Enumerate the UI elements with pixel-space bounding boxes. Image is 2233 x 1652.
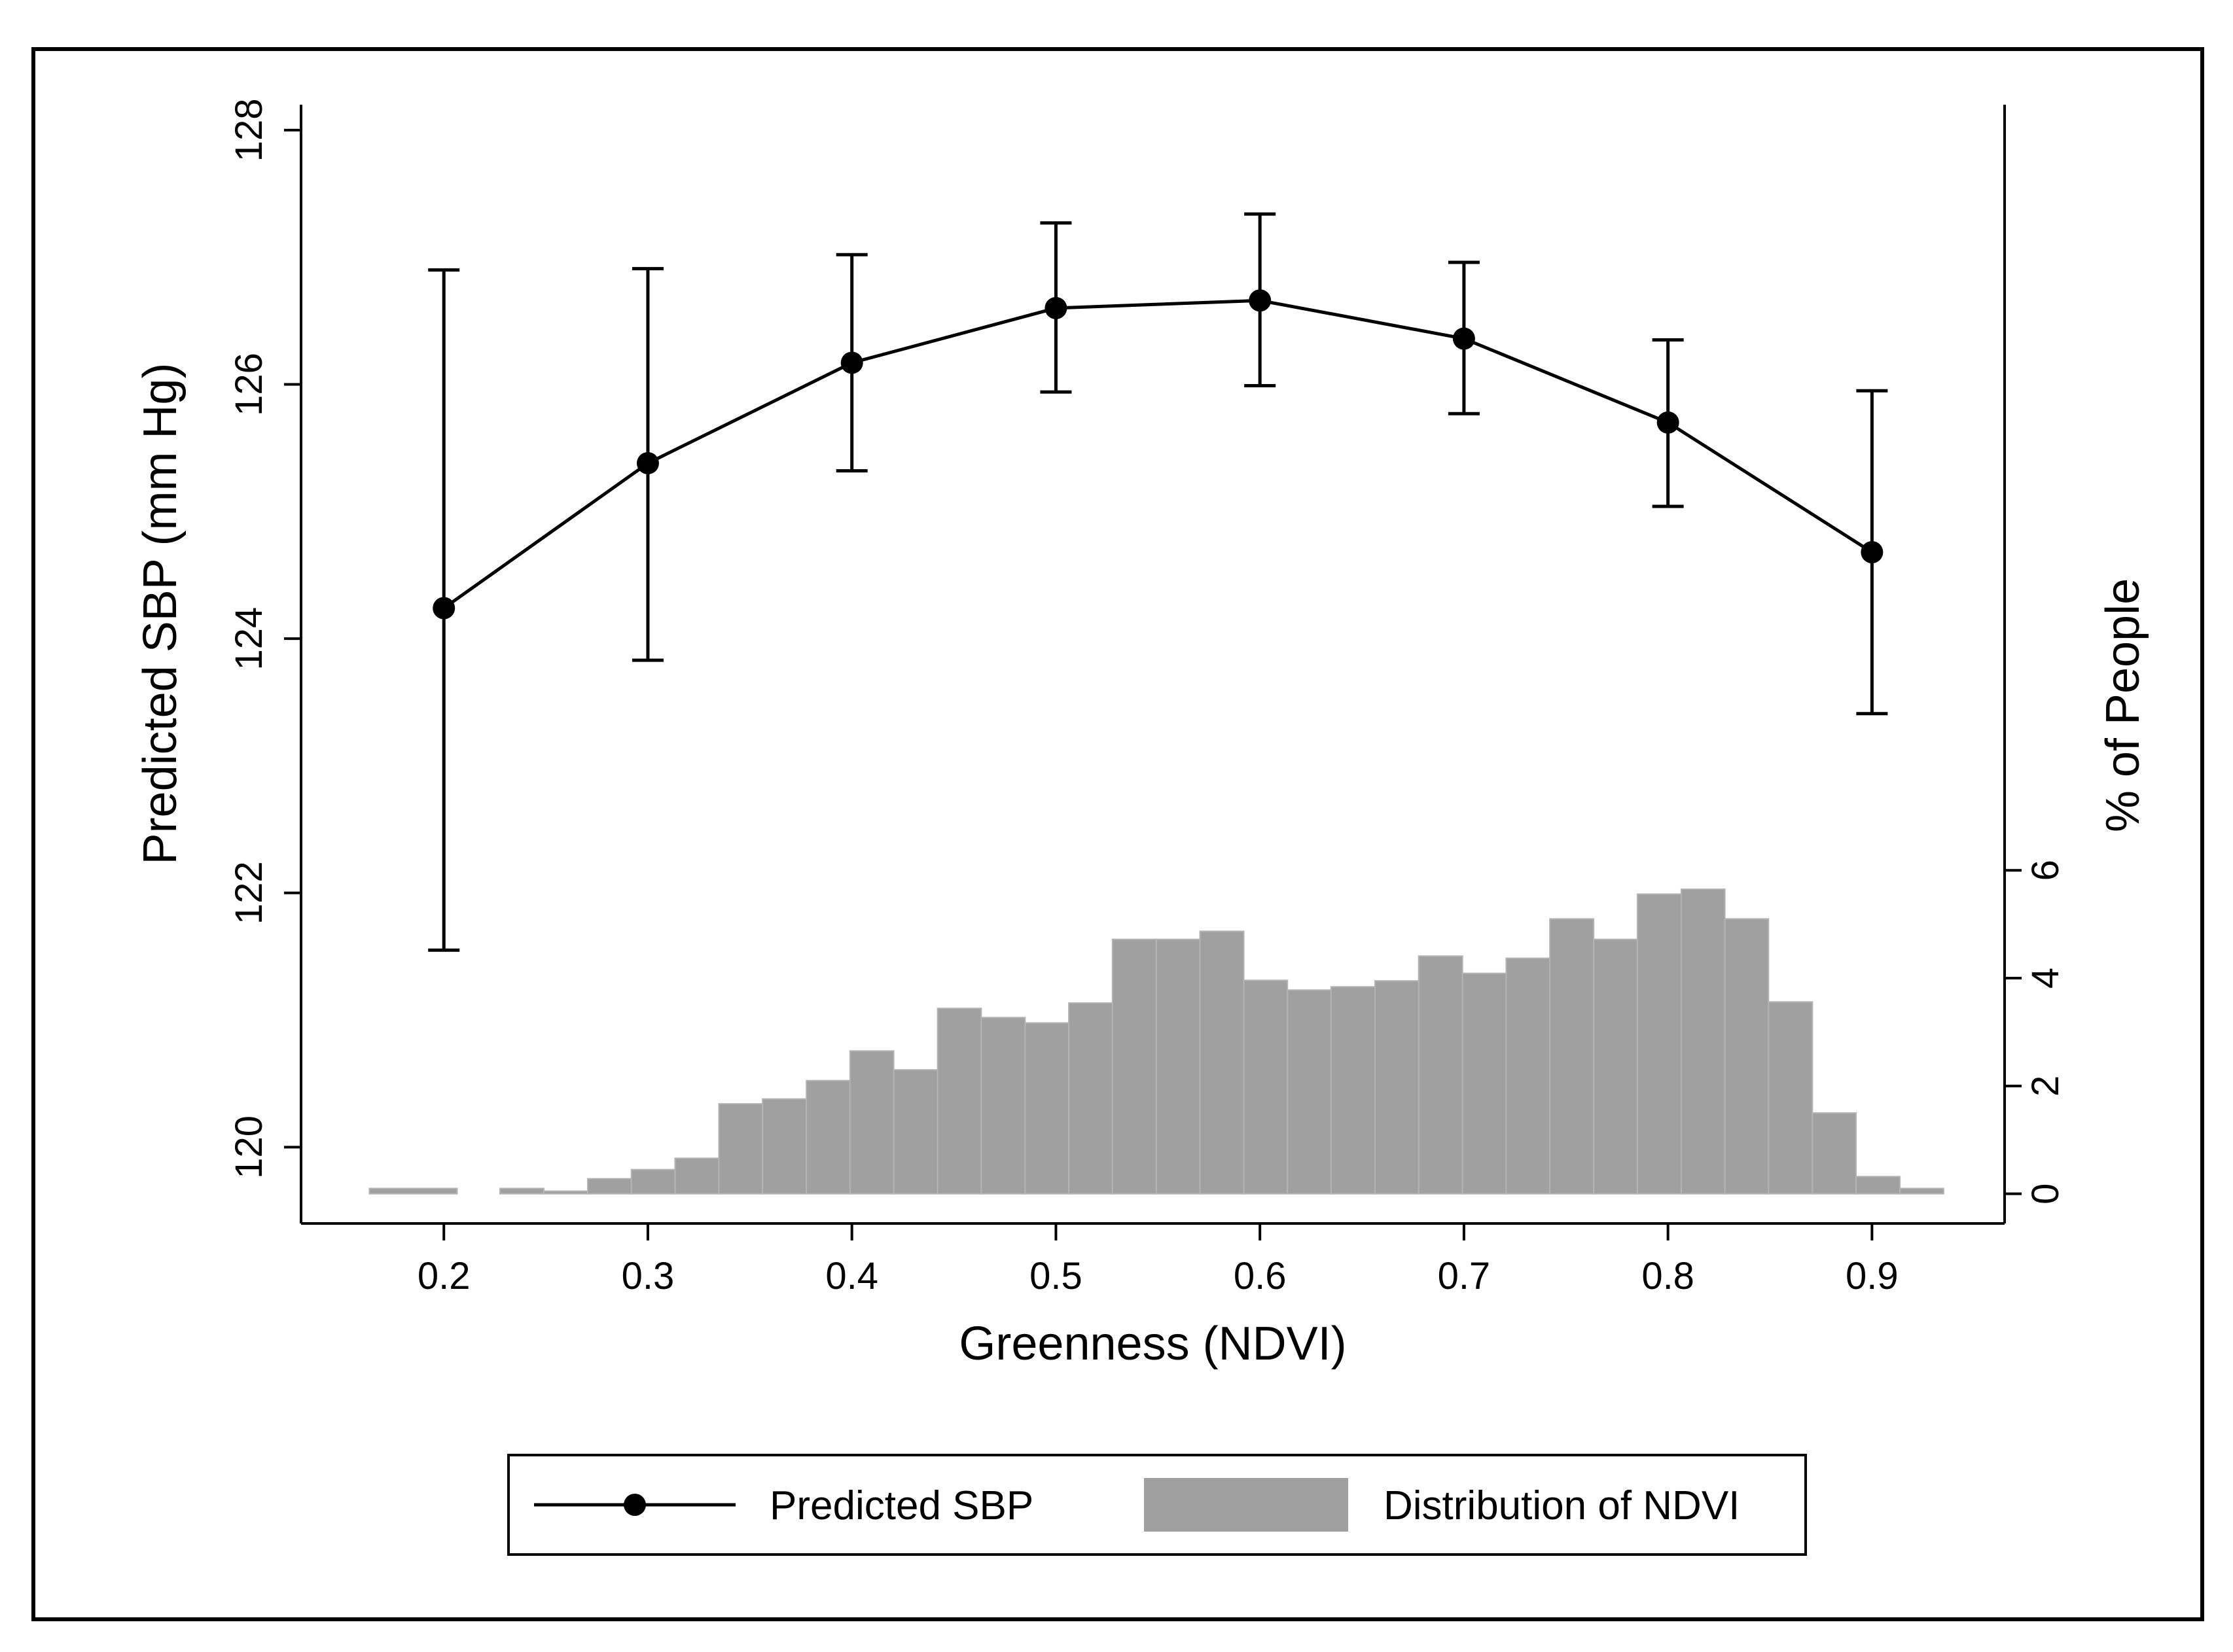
histogram-bar — [1899, 1187, 1944, 1195]
histogram-bar — [1812, 1112, 1857, 1195]
histogram-bar — [1155, 938, 1201, 1195]
y-tick-label: 120 — [228, 1116, 270, 1179]
histogram-bar — [806, 1080, 851, 1195]
histogram-bar — [1330, 986, 1376, 1195]
histogram-bar — [1855, 1176, 1901, 1195]
y-tick-label: 124 — [228, 607, 270, 671]
x-tick-label: 0.5 — [1029, 1255, 1082, 1297]
histogram-bar — [1199, 930, 1245, 1195]
histogram-bar — [893, 1069, 938, 1195]
sbp-point — [433, 597, 456, 620]
histogram-bar — [630, 1169, 676, 1195]
histogram-bar — [1505, 957, 1551, 1195]
x-tick-label: 0.4 — [825, 1255, 878, 1297]
histogram-bar — [937, 1008, 982, 1195]
histogram-bar — [674, 1157, 720, 1195]
legend-marker-swatch — [624, 1494, 646, 1516]
histogram-bar — [1111, 938, 1157, 1195]
legend-label-distribution-ndvi: Distribution of NDVI — [1384, 1483, 1740, 1528]
sbp-point — [1861, 541, 1884, 563]
histogram-layer — [368, 888, 1944, 1195]
y2-axis-label: % of People — [2097, 578, 2149, 832]
y2-tick-label: 6 — [2024, 860, 2067, 881]
x-axis-label: Greenness (NDVI) — [959, 1318, 1346, 1370]
histogram-bar — [1680, 888, 1726, 1195]
histogram-bar — [1024, 1022, 1070, 1195]
chart: 0.2 0.3 0.4 0.5 0.6 0.7 0.8 0.9 120 122 124 126 128 0… — [134, 98, 2149, 1556]
axes-layer: 0.2 0.3 0.4 0.5 0.6 0.7 0.8 0.9 120 122 124 126 128 0… — [228, 98, 2067, 1297]
histogram-bar — [762, 1098, 808, 1195]
y-tick-label: 128 — [228, 98, 270, 162]
figure-frame: 0.2 0.3 0.4 0.5 0.6 0.7 0.8 0.9 120 122 124 126 128 0… — [31, 47, 2204, 1621]
y2-tick-label: 0 — [2024, 1184, 2067, 1204]
histogram-bar — [586, 1178, 632, 1195]
y-tick-label: 126 — [228, 353, 270, 416]
x-tick-label: 0.2 — [418, 1255, 471, 1297]
histogram-bar — [368, 1187, 458, 1195]
legend: Predicted SBP Distribution of NDVI — [507, 1454, 1807, 1556]
histogram-bar — [1243, 979, 1289, 1195]
sbp-point — [1656, 411, 1679, 434]
y-axis-label: Predicted SBP (mm Hg) — [134, 363, 187, 865]
x-tick-label: 0.9 — [1846, 1255, 1899, 1297]
histogram-bar — [1549, 918, 1595, 1195]
sbp-point — [1452, 327, 1475, 350]
histogram-bar — [1287, 989, 1332, 1195]
histogram-bar — [1636, 893, 1682, 1195]
histogram-bar — [1418, 955, 1463, 1195]
histogram-bar — [1461, 972, 1507, 1195]
y2-tick-label: 4 — [2024, 968, 2067, 989]
x-tick-label: 0.7 — [1438, 1255, 1491, 1297]
sbp-line — [442, 298, 1873, 610]
y-tick-label: 122 — [228, 861, 270, 924]
x-tick-label: 0.8 — [1641, 1255, 1694, 1297]
sbp-point — [1249, 289, 1272, 312]
histogram-bar — [1768, 1001, 1813, 1195]
y2-tick-label: 2 — [2024, 1076, 2067, 1097]
line-layer — [428, 212, 1888, 952]
histogram-bar — [849, 1050, 895, 1195]
histogram-bar — [543, 1190, 588, 1195]
sbp-point — [840, 351, 863, 374]
sbp-point — [636, 451, 659, 474]
histogram-bar — [1068, 1002, 1113, 1195]
histogram-bar — [499, 1187, 545, 1195]
histogram-bar — [718, 1103, 764, 1195]
histogram-bar — [1593, 938, 1638, 1195]
histogram-bar — [980, 1017, 1026, 1195]
x-tick-label: 0.3 — [622, 1255, 675, 1297]
legend-bar-swatch — [1144, 1478, 1348, 1532]
sbp-point — [1045, 296, 1067, 319]
x-tick-label: 0.6 — [1234, 1255, 1287, 1297]
histogram-bar — [1724, 918, 1770, 1195]
legend-label-predicted-sbp: Predicted SBP — [770, 1483, 1033, 1528]
histogram-bar — [1374, 980, 1420, 1195]
